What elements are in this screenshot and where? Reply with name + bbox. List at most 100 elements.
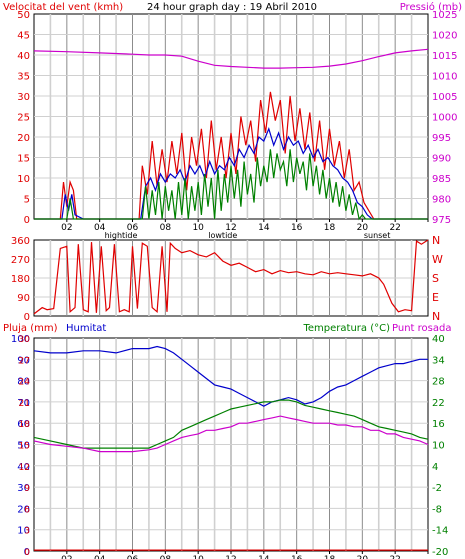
wind-series-blue <box>34 126 428 220</box>
pressure-right-tick-label: 975 <box>432 215 451 226</box>
humidity-left-tick-label: 70 <box>17 398 30 409</box>
climate-panel-xtick-label: 22 <box>389 555 400 559</box>
direction-compass-label: N <box>432 234 440 247</box>
humidity-left-tick-label: 90 <box>17 355 30 366</box>
wind-panel-xtick-label: 18 <box>324 223 336 233</box>
climate-panel-xtick-label: 20 <box>357 555 369 559</box>
wind-left-tick-label: 45 <box>17 31 30 42</box>
pressure-right-tick-label: 995 <box>432 133 451 144</box>
wind-panel-xtick-label: 16 <box>291 223 303 233</box>
wind-panel-xtick-label: 10 <box>192 223 204 233</box>
rain-axis-title: Pluja (mm) <box>3 323 58 334</box>
temperature-right-tick-label: -2 <box>432 483 442 494</box>
temperature-right-tick-label: 22 <box>432 398 445 409</box>
humidity-left-tick-label: 30 <box>17 483 30 494</box>
direction-left-tick-label: 360 <box>11 236 30 247</box>
wind-left-tick-label: 20 <box>17 133 30 144</box>
rain-left-tick-label: 21 <box>19 399 30 409</box>
wind-left-tick-label: 5 <box>24 195 30 206</box>
pressure-right-tick-label: 1020 <box>432 31 457 42</box>
pressure-right-tick-label: 1015 <box>432 51 457 62</box>
wind-panel-annotation: lowtide <box>208 231 237 240</box>
wind-left-tick-label: 10 <box>17 174 30 185</box>
pressure-right-tick-label: 1005 <box>432 92 457 103</box>
climate-panel-xtick-label: 12 <box>225 555 236 559</box>
rain-left-tick-label: 18 <box>19 420 31 430</box>
pressure-right-tick-label: 985 <box>432 174 451 185</box>
direction-compass-label: S <box>432 272 439 285</box>
temperature-axis-title: Temperatura (°C) <box>302 323 390 334</box>
direction-left-tick-label: 270 <box>11 255 30 266</box>
climate-series-green <box>33 399 429 449</box>
humidity-left-tick-label: 10 <box>17 526 30 537</box>
direction-left-tick-label: 180 <box>11 274 30 285</box>
humidity-left-tick-label: 0 <box>24 547 30 558</box>
climate-panel-xtick-label: 08 <box>160 555 172 559</box>
wind-left-tick-label: 30 <box>17 92 30 103</box>
temperature-right-tick-label: -8 <box>432 504 442 515</box>
climate-series-magenta <box>33 415 429 453</box>
rain-left-tick-label: 30 <box>19 335 31 345</box>
wind-series-red <box>34 91 428 220</box>
wind-left-tick-label: 0 <box>24 215 30 226</box>
rain-left-tick-label: 3 <box>24 527 30 537</box>
rain-left-tick-label: 0 <box>24 548 30 558</box>
temperature-right-tick-label: 16 <box>432 419 445 430</box>
climate-panel-xtick-label: 10 <box>192 555 204 559</box>
wind-left-tick-label: 15 <box>17 154 30 165</box>
temperature-right-tick-label: 34 <box>432 355 445 366</box>
climate-panel-xtick-label: 16 <box>291 555 303 559</box>
pressure-axis-title: Pressió (mb) <box>400 1 462 13</box>
temperature-right-tick-label: 4 <box>432 462 438 473</box>
wind-panel-xtick-label: 20 <box>357 223 369 233</box>
climate-panel-xtick-label: 06 <box>127 555 139 559</box>
rain-left-tick-label: 27 <box>19 356 30 366</box>
humidity-left-tick-label: 40 <box>17 462 30 473</box>
rain-left-tick-label: 6 <box>24 505 30 515</box>
direction-left-tick-label: 0 <box>24 312 30 323</box>
wind-panel-annotation: sunset <box>364 231 391 240</box>
humidity-left-tick-label: 80 <box>17 377 30 388</box>
direction-compass-label: N <box>432 310 440 323</box>
direction-left-tick-label: 90 <box>17 293 30 304</box>
temperature-right-tick-label: -14 <box>432 526 448 537</box>
temperature-right-tick-label: -20 <box>432 547 448 558</box>
direction-series <box>33 239 429 315</box>
wind-left-tick-label: 25 <box>17 113 30 124</box>
pressure-right-tick-label: 990 <box>432 154 451 165</box>
pressure-right-tick-label: 1000 <box>432 113 457 124</box>
chart-title: 24 hour graph day : 19 Abril 2010 <box>147 2 317 13</box>
wind-panel-annotation: hightide <box>105 231 138 240</box>
direction-compass-label: E <box>432 291 439 304</box>
wind-panel-xtick-label: 04 <box>94 223 106 233</box>
wind-panel-xtick-label: 08 <box>160 223 172 233</box>
humidity-axis-title: Humitat <box>66 323 106 334</box>
wind-panel-xtick-label: 12 <box>225 223 236 233</box>
rain-left-tick-label: 12 <box>19 463 30 473</box>
climate-panel-xtick-label: 18 <box>324 555 336 559</box>
wind-panel-xtick-label: 02 <box>61 223 72 233</box>
climate-panel-xtick-label: 14 <box>258 555 270 559</box>
wind-panel-xtick-label: 06 <box>127 223 139 233</box>
wind-left-tick-label: 40 <box>17 51 30 62</box>
humidity-left-tick-label: 20 <box>17 504 30 515</box>
pressure-right-tick-label: 1010 <box>432 72 457 83</box>
wind-panel-xtick-label: 22 <box>389 223 400 233</box>
humidity-left-tick-label: 50 <box>17 441 30 452</box>
wind-left-tick-label: 50 <box>17 10 30 21</box>
climate-panel-xtick-label: 02 <box>61 555 72 559</box>
dewpoint-axis-title: Punt rosada <box>392 323 451 334</box>
wind-series-green <box>34 149 428 221</box>
wind-axis-title: Velocitat del vent (kmh) <box>3 2 123 13</box>
wind-series-magenta <box>33 48 429 69</box>
rain-left-tick-label: 9 <box>24 484 30 494</box>
temperature-right-tick-label: 28 <box>432 377 445 388</box>
wind-left-tick-label: 35 <box>17 72 30 83</box>
wind-panel-xtick-label: 14 <box>258 223 270 233</box>
temperature-right-tick-label: 10 <box>432 441 445 452</box>
humidity-left-tick-label: 100 <box>11 334 30 345</box>
pressure-right-tick-label: 1025 <box>432 10 457 21</box>
direction-compass-label: W <box>432 253 443 266</box>
rain-left-tick-label: 24 <box>19 378 31 388</box>
